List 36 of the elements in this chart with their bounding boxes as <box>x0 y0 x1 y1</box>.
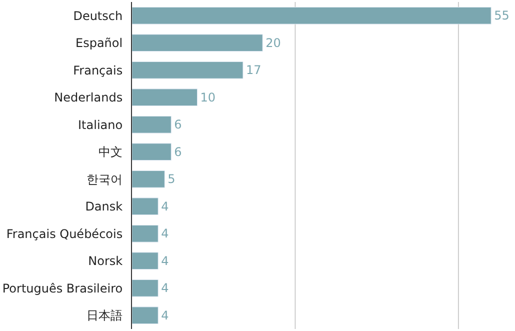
bar <box>132 170 165 188</box>
y-tick-label: 中文 <box>98 145 123 160</box>
data-label: 4 <box>161 308 169 322</box>
y-tick-label: Français <box>73 63 123 78</box>
y-tick-label: 日本語 <box>86 308 123 323</box>
bar <box>132 143 172 161</box>
data-label: 5 <box>168 172 176 186</box>
data-label: 20 <box>266 36 281 50</box>
bar <box>132 6 492 24</box>
y-tick-label: Français Québécois <box>6 226 123 241</box>
y-tick-label: Português Brasileiro <box>2 281 123 296</box>
bar <box>132 198 158 216</box>
bar <box>132 306 158 324</box>
y-tick-label: Dansk <box>85 200 123 214</box>
y-tick-label: 한국어 <box>86 172 123 186</box>
data-label: 4 <box>161 254 169 268</box>
bar <box>132 252 158 270</box>
y-tick-label: Nederlands <box>54 90 123 105</box>
bar <box>132 88 198 106</box>
bar <box>132 279 158 297</box>
bar <box>132 34 263 52</box>
bar <box>132 224 158 242</box>
data-label: 6 <box>174 118 182 132</box>
data-label: 4 <box>161 281 169 296</box>
y-tick-label: Italiano <box>78 118 123 132</box>
y-tick-label: Deutsch <box>73 8 123 23</box>
bar <box>132 116 172 134</box>
y-tick-label: Norsk <box>88 254 123 268</box>
bar <box>132 61 244 79</box>
data-label: 10 <box>200 90 216 104</box>
data-label: 6 <box>174 144 182 159</box>
y-tick-label: Español <box>76 36 123 50</box>
data-label: 55 <box>494 8 510 23</box>
data-label: 4 <box>161 199 169 214</box>
data-label: 17 <box>246 63 262 78</box>
data-label: 4 <box>161 226 169 241</box>
